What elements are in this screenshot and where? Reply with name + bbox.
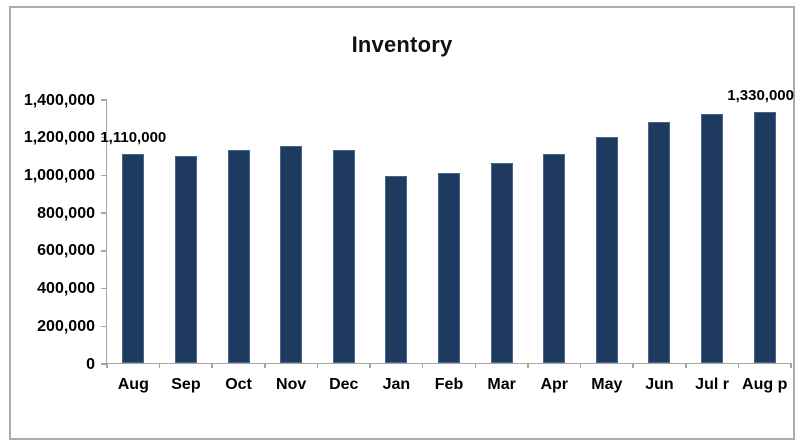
x-axis-label-nov: Nov (276, 376, 307, 393)
x-axis-tick-mark (579, 363, 582, 368)
x-axis-tick-mark (790, 363, 792, 368)
x-axis-label-dec: Dec (329, 376, 359, 393)
x-axis-label-jun: Jun (645, 376, 674, 393)
bar-sep (174, 155, 197, 363)
y-axis-tick-mark (101, 174, 107, 177)
x-axis-label-apr: Apr (540, 376, 568, 393)
plot-area: 1,400,000 1,200,000 1,000,000 800,000 600,00… (24, 87, 794, 393)
x-axis-tick-mark (158, 363, 161, 368)
x-axis-label-jan: Jan (382, 376, 411, 393)
bar-nov (280, 146, 303, 363)
x-axis-tick-mark (316, 363, 319, 368)
bar-may (595, 136, 618, 363)
chart-title: Inventory (351, 32, 453, 57)
inventory-chart: Inventory 1,400,000 1,200,000 1,000,000 800… (9, 6, 795, 440)
bar-mar (490, 163, 513, 363)
y-axis-tick-label: 0 (86, 355, 95, 373)
y-axis-tick-label: 800,000 (37, 204, 95, 222)
y-axis-tick-mark (101, 325, 107, 328)
x-axis-label-jul-r: Jul r (695, 376, 729, 393)
y-axis-tick-mark (101, 212, 107, 214)
bar-jan (385, 176, 408, 363)
bar-oct (227, 149, 250, 363)
x-axis-label-sep: Sep (171, 376, 201, 393)
x-axis-label-oct: Oct (225, 376, 252, 393)
bar-apr (543, 153, 566, 363)
x-axis-tick-mark (527, 363, 529, 368)
bar-data-label: 1,110,000 (100, 128, 167, 146)
x-axis-tick-mark (264, 363, 266, 368)
x-axis-tick-mark (474, 363, 477, 368)
bar-feb (438, 172, 460, 363)
y-axis-tick-mark (101, 136, 107, 139)
y-axis-tick-mark (101, 99, 107, 101)
y-axis-tick-label: 200,000 (37, 317, 95, 335)
x-axis-label-aug: Aug (117, 376, 149, 393)
y-axis-tick-mark (101, 363, 107, 365)
y-axis-tick-label: 1,000,000 (23, 166, 95, 184)
x-axis-label-aug-p: Aug p (742, 376, 788, 393)
x-axis-tick-mark (369, 363, 371, 368)
bar-aug (122, 153, 145, 363)
x-axis-tick-mark (737, 363, 740, 368)
y-axis-tick-mark (101, 250, 107, 252)
x-axis-tick-mark (685, 363, 687, 368)
bar-dec (332, 149, 355, 363)
x-axis-label-feb: Feb (434, 376, 464, 393)
bar-aug-p (753, 112, 776, 363)
y-axis-tick-label: 1,200,000 (23, 129, 95, 147)
y-axis-tick-label: 600,000 (37, 242, 95, 260)
y-axis-tick-label: 400,000 (37, 280, 95, 298)
x-axis-tick-mark (421, 363, 424, 368)
y-axis-tick-label: 1,400,000 (23, 91, 95, 109)
x-axis-label-may: May (591, 376, 623, 393)
bar-jun (648, 121, 671, 363)
x-axis-tick-mark (632, 363, 634, 368)
x-axis-label-mar: Mar (487, 376, 516, 393)
y-axis-tick-mark (101, 287, 107, 290)
x-axis-tick-mark (106, 363, 108, 368)
bar-data-label: 1,330,000 (727, 87, 794, 105)
bar-jul-r (701, 114, 724, 363)
x-axis-tick-mark (211, 363, 213, 368)
